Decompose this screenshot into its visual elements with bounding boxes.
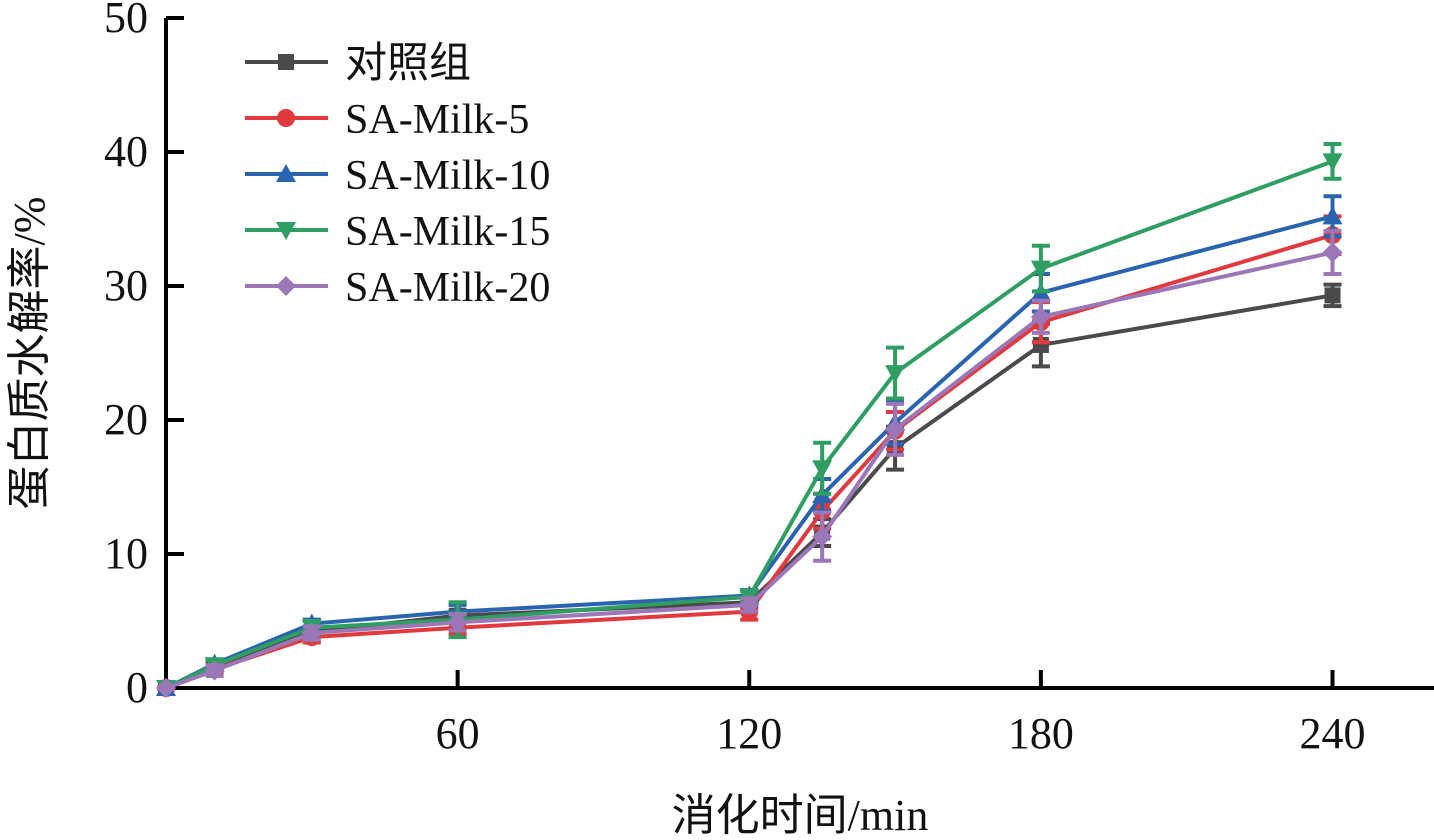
axes: 0 10 20 30 40 50 60 120 180 240 xyxy=(104,0,1434,758)
legend-marker xyxy=(278,54,294,70)
legend-marker xyxy=(277,109,295,127)
data-point xyxy=(739,594,760,615)
x-tick-label: 180 xyxy=(1008,709,1074,758)
legend-item: SA-Milk-20 xyxy=(245,265,550,311)
legend-marker xyxy=(276,164,296,182)
y-tick-label: 40 xyxy=(104,127,148,176)
y-axis-label: 蛋白质水解率/% xyxy=(5,197,54,510)
data-point xyxy=(1322,242,1343,263)
data-point xyxy=(812,526,833,547)
y-tick-label: 50 xyxy=(104,0,148,42)
y-tick-label: 30 xyxy=(104,261,148,310)
x-tick-label: 240 xyxy=(1300,709,1366,758)
data-point xyxy=(1322,206,1343,225)
data-point xyxy=(885,419,906,440)
data-point xyxy=(156,678,176,698)
legend-item: SA-Milk-10 xyxy=(245,153,550,199)
data-point xyxy=(1322,153,1343,172)
legend: 对照组 SA-Milk-5 SA-Milk-10 SA-Milk-15 SA-Milk-… xyxy=(245,41,550,311)
y-tick-label: 10 xyxy=(104,529,148,578)
y-tick-label: 20 xyxy=(104,395,148,444)
legend-item: SA-Milk-15 xyxy=(245,209,550,255)
legend-item: SA-Milk-5 xyxy=(245,97,529,143)
legend-label: SA-Milk-15 xyxy=(345,209,550,255)
data-point xyxy=(1030,306,1051,327)
legend-label: 对照组 xyxy=(345,41,471,87)
data-point xyxy=(885,365,906,384)
data-point xyxy=(1030,260,1051,279)
legend-marker xyxy=(276,276,296,296)
x-tick-label: 60 xyxy=(436,709,480,758)
data-point xyxy=(447,612,468,633)
x-tick-label: 120 xyxy=(716,709,782,758)
legend-item: 对照组 xyxy=(245,41,471,87)
legend-marker xyxy=(276,222,296,240)
data-point xyxy=(204,660,225,681)
data-point xyxy=(301,623,322,644)
data-point xyxy=(812,460,833,479)
series-layer xyxy=(156,141,1343,698)
legend-label: SA-Milk-5 xyxy=(345,97,529,143)
y-tick-label: 0 xyxy=(126,663,148,712)
legend-label: SA-Milk-10 xyxy=(345,153,550,199)
series-4 xyxy=(156,229,1343,698)
legend-label: SA-Milk-20 xyxy=(345,265,550,311)
x-axis-label: 消化时间/min xyxy=(672,791,929,840)
data-point xyxy=(1324,287,1341,304)
